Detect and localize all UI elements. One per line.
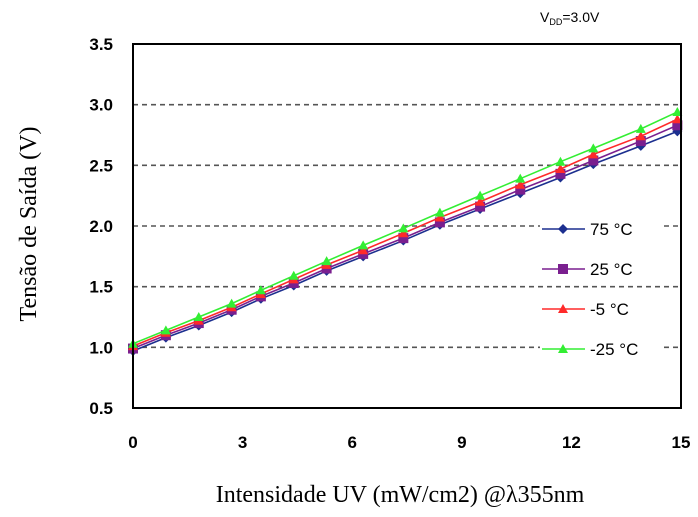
data-point xyxy=(672,114,683,124)
series-line xyxy=(132,111,678,345)
data-point xyxy=(555,163,566,173)
legend-bg xyxy=(540,338,660,360)
legend-label: 75 °C xyxy=(590,220,633,239)
vdd-subscript: DD xyxy=(549,17,562,27)
vdd-annotation: VDD=3.0V xyxy=(540,9,600,27)
data-point xyxy=(434,207,445,217)
x-axis-title: Intensidade UV (mW/cm2) @λ355nm xyxy=(216,482,585,508)
data-point xyxy=(588,155,599,166)
legend-marker xyxy=(558,264,568,274)
data-point xyxy=(288,270,299,280)
data-point xyxy=(434,217,445,228)
data-point xyxy=(434,212,445,222)
x-tick-label: 6 xyxy=(347,433,356,452)
x-tick-label: 15 xyxy=(672,433,691,452)
data-point xyxy=(588,149,599,159)
vdd-value: =3.0V xyxy=(562,9,600,25)
data-point xyxy=(555,156,566,166)
legend-bg xyxy=(540,258,660,280)
legend-marker xyxy=(558,224,568,234)
series-line xyxy=(132,124,678,350)
y-tick-label: 3.0 xyxy=(89,96,113,115)
data-point xyxy=(193,312,204,321)
data-point xyxy=(398,228,409,238)
x-tick-label: 12 xyxy=(562,433,581,452)
legend-bg xyxy=(540,298,660,320)
data-point xyxy=(672,120,683,131)
legend-marker xyxy=(558,304,568,313)
data-point xyxy=(475,196,486,206)
x-tick-label: 9 xyxy=(457,433,466,452)
plot-frame xyxy=(132,43,682,409)
data-point xyxy=(398,233,409,244)
y-tick-label: 1.0 xyxy=(89,338,113,357)
y-tick-label: 0.5 xyxy=(89,399,113,418)
data-point xyxy=(321,256,332,266)
data-point xyxy=(398,223,409,233)
data-point xyxy=(358,240,369,250)
data-point xyxy=(635,131,646,141)
data-point xyxy=(635,136,646,147)
y-tick-label: 3.5 xyxy=(89,35,113,54)
y-axis-title: Tensão de Saída (V) xyxy=(16,127,42,322)
data-point xyxy=(475,190,486,200)
y-tick-label: 1.5 xyxy=(89,278,113,297)
x-tick-label: 0 xyxy=(128,433,137,452)
data-point xyxy=(515,179,526,189)
data-point xyxy=(358,245,369,255)
data-point xyxy=(515,184,526,195)
tick-labels: 0.5 1.0 1.5 2.0 2.5 3.0 3.5 0 3 6 9 12 15 xyxy=(89,35,690,452)
data-point xyxy=(672,106,683,116)
data-point xyxy=(588,143,599,153)
data-point xyxy=(160,325,171,335)
legend-bg xyxy=(540,218,660,240)
legend: 75 °C 25 °C -5 °C -25 °C xyxy=(540,218,660,360)
y-tick-label: 2.5 xyxy=(89,156,113,175)
data-point xyxy=(255,285,266,295)
legend-label: -25 °C xyxy=(590,340,638,359)
data-point xyxy=(226,298,237,308)
series-line xyxy=(132,118,678,347)
data-point xyxy=(555,168,566,179)
legend-marker xyxy=(558,344,568,353)
x-tick-label: 3 xyxy=(238,433,247,452)
vdd-prefix: V xyxy=(540,9,550,25)
legend-label: 25 °C xyxy=(590,260,633,279)
series-line xyxy=(132,130,678,352)
data-point xyxy=(515,173,526,183)
data-point xyxy=(475,201,486,212)
legend-label: -5 °C xyxy=(590,300,629,319)
y-tick-label: 2.0 xyxy=(89,217,113,236)
data-point xyxy=(635,123,646,133)
